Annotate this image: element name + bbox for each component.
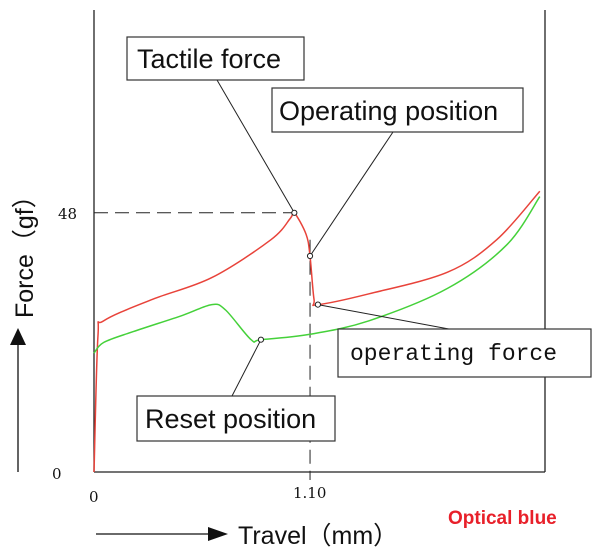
- operating-position-marker: [306, 252, 314, 260]
- x-axis-title: Travel（mm）: [238, 522, 398, 550]
- operating-position-leader: [309, 131, 394, 257]
- tactile-force-leader: [216, 79, 295, 214]
- tactile-force-label: Tactile force: [137, 44, 281, 74]
- callouts: Tactile force Operating position operating…: [126, 36, 592, 442]
- press-curve: [93, 190, 541, 473]
- operating-position-box: [271, 87, 524, 133]
- brand-label: Optical blue: [448, 508, 557, 529]
- operating-position-label: Operating position: [279, 96, 498, 126]
- tactile-force-marker: [291, 209, 298, 216]
- x-axis-arrowhead: [208, 527, 228, 541]
- y-tick-48: 48: [58, 205, 77, 223]
- reset-position-box: [136, 395, 336, 442]
- reset-position-leader: [231, 339, 262, 397]
- plot-frame: [93, 10, 546, 473]
- operating-force-label: operating force: [350, 341, 557, 367]
- x-axis-title-group: Travel（mm）: [96, 522, 398, 550]
- operating-force-leader: [317, 304, 466, 333]
- reset-position-marker: [257, 336, 265, 343]
- release-curve: [93, 196, 541, 354]
- x-tick-1-10: 1.10: [293, 484, 326, 502]
- tactile-force-box: [126, 36, 305, 81]
- operating-force-box: [337, 328, 592, 378]
- x-tick-0: 0: [89, 488, 99, 506]
- curves: [93, 190, 541, 473]
- callout-leaders: [216, 79, 466, 397]
- y-axis-arrowhead: [10, 328, 26, 345]
- y-axis-title-group: Force（gf）: [10, 183, 39, 472]
- reset-position-label: Reset position: [145, 404, 316, 434]
- y-axis-title: Force（gf）: [11, 183, 39, 318]
- y-tick-0: 0: [52, 465, 62, 483]
- operating-force-marker: [314, 301, 321, 308]
